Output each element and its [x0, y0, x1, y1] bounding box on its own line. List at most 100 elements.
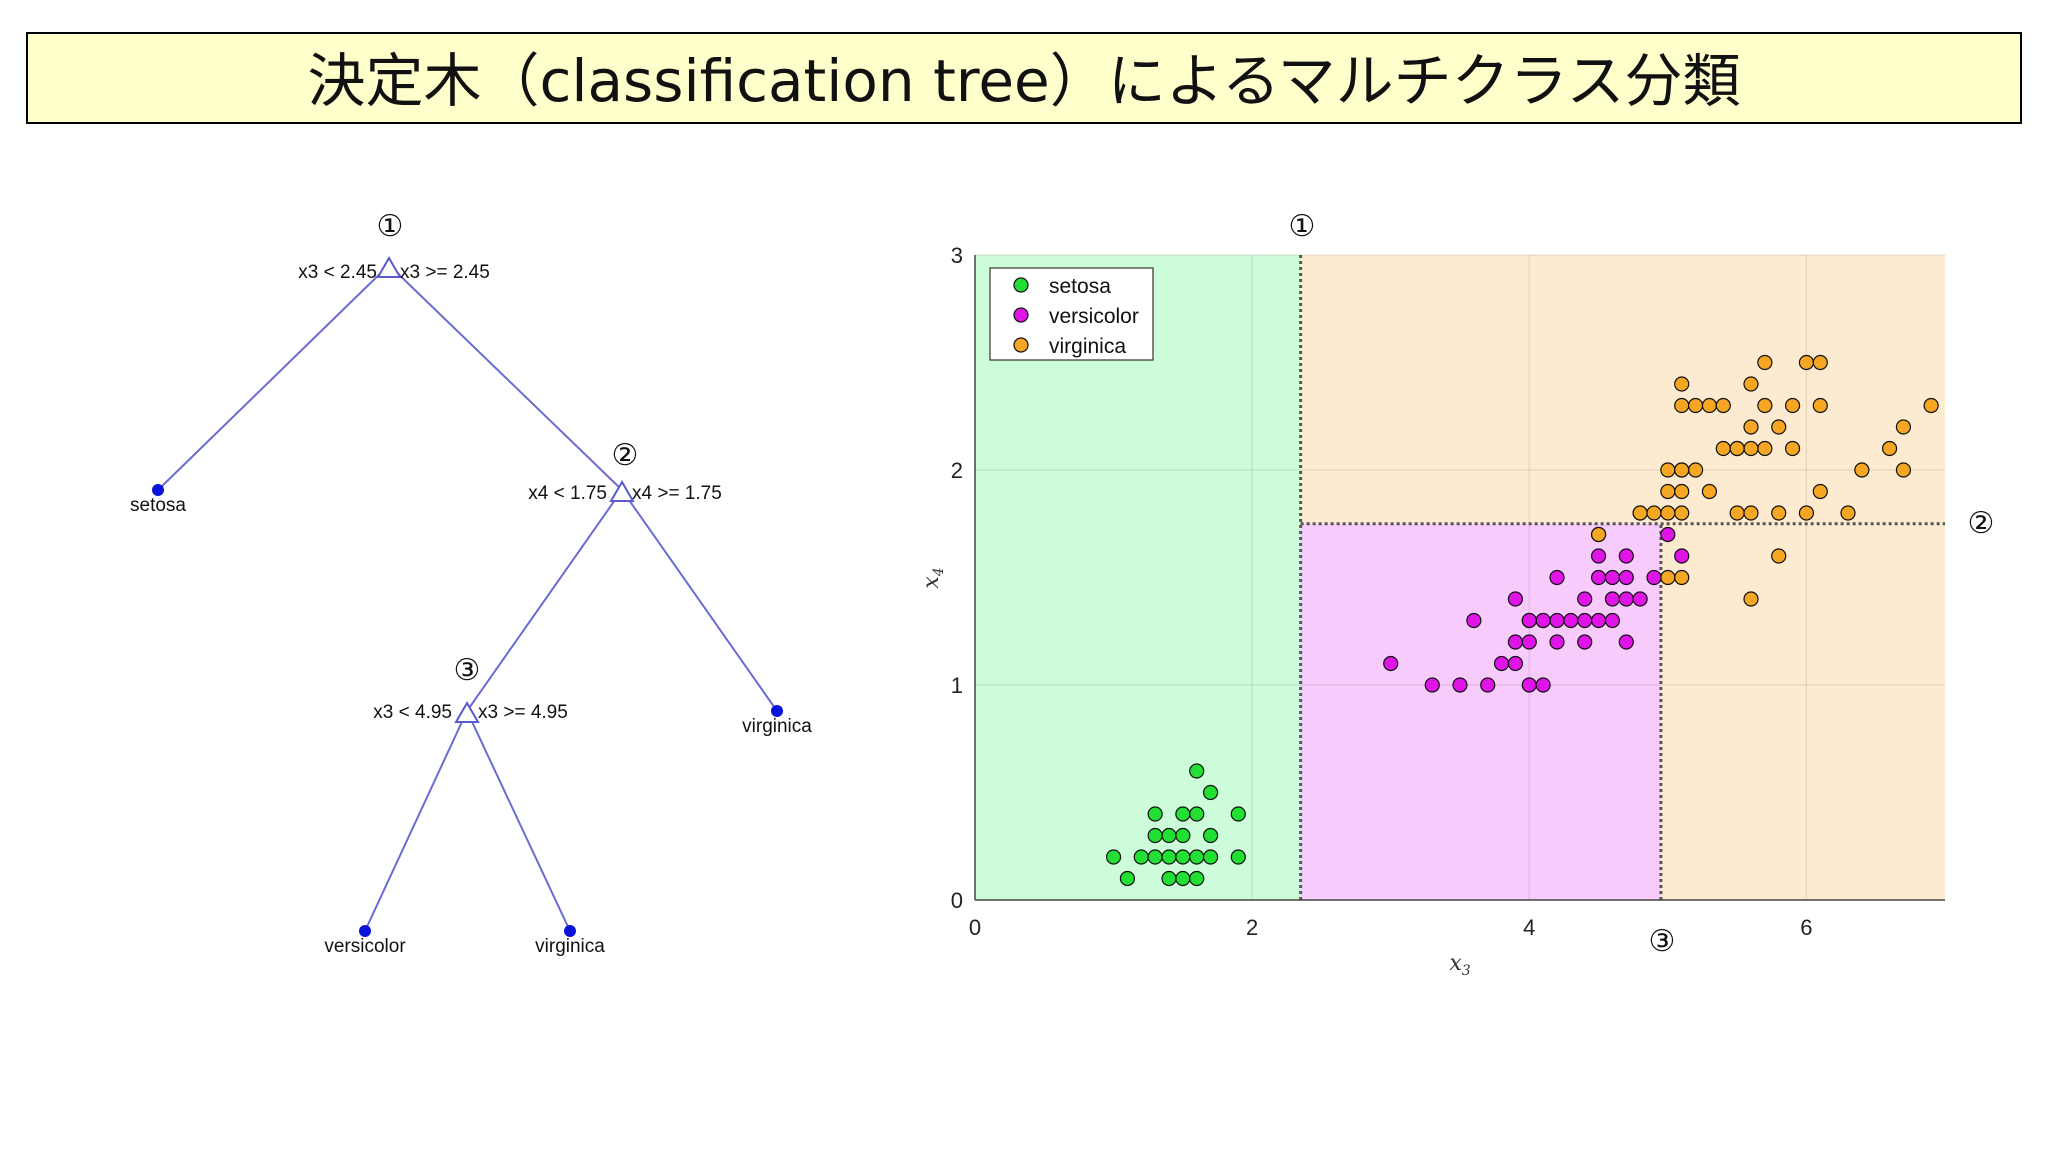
data-point-virginica [1674, 505, 1690, 521]
data-point-versicolor [1618, 634, 1634, 650]
data-point-virginica [1701, 483, 1718, 500]
data-point-virginica [1840, 505, 1856, 521]
data-point-versicolor [1535, 677, 1551, 693]
tree-leaf-dot [564, 925, 576, 937]
data-point-virginica [1854, 462, 1870, 478]
region-virginica [1660, 523, 1945, 900]
data-point-versicolor [1480, 677, 1496, 693]
plot-split-marker-1: ① [1289, 209, 1316, 244]
tree-leaf-label: virginica [535, 936, 605, 957]
data-point-versicolor [1507, 591, 1524, 607]
legend-marker-versicolor [1013, 307, 1029, 323]
data-point-versicolor [1563, 612, 1579, 629]
data-point-virginica [1729, 505, 1745, 521]
data-point-versicolor [1646, 569, 1662, 586]
data-point-setosa [1175, 806, 1191, 822]
data-point-virginica [1798, 354, 1815, 371]
data-point-versicolor [1604, 591, 1621, 607]
legend-marker-setosa [1013, 277, 1029, 293]
data-point-virginica [1715, 440, 1731, 457]
legend: setosa versicolor virginica [989, 267, 1154, 361]
tree-edge [621, 489, 778, 712]
x-tick-label: 2 [1246, 915, 1258, 940]
slide-title: 決定木（classification tree）によるマルチクラス分類 [307, 47, 1741, 115]
data-point-versicolor [1521, 677, 1537, 693]
split-rule-right: x3 >= 4.95 [478, 702, 568, 723]
data-point-virginica [1812, 397, 1828, 414]
data-point-virginica [1701, 397, 1718, 414]
data-point-virginica [1784, 397, 1801, 414]
data-point-setosa [1161, 870, 1177, 887]
data-point-setosa [1161, 849, 1177, 865]
data-point-virginica [1660, 483, 1676, 500]
data-point-setosa [1175, 849, 1191, 865]
data-point-versicolor [1549, 569, 1565, 586]
tree-edge [466, 710, 571, 932]
data-point-setosa [1175, 827, 1191, 844]
data-point-setosa [1230, 806, 1246, 822]
data-point-versicolor [1535, 612, 1551, 629]
data-point-versicolor [1507, 634, 1524, 650]
x-tick-label: 0 [969, 915, 981, 940]
data-point-setosa [1202, 849, 1219, 865]
data-point-virginica [1895, 462, 1912, 478]
data-point-setosa [1175, 870, 1191, 887]
data-point-virginica [1798, 505, 1815, 521]
data-point-versicolor [1521, 634, 1537, 650]
tree-node-marker-1: ① [377, 209, 404, 244]
data-point-versicolor [1632, 591, 1648, 607]
split-rule-left: x3 < 4.95 [373, 702, 452, 723]
y-axis-label: x4 [919, 567, 947, 588]
data-point-versicolor [1549, 612, 1565, 629]
data-point-versicolor [1604, 569, 1621, 586]
slide-title-box: 決定木（classification tree）によるマルチクラス分類 [26, 32, 2022, 124]
data-point-virginica [1687, 397, 1704, 414]
data-point-virginica [1784, 440, 1801, 457]
legend-marker-virginica [1013, 337, 1029, 353]
data-point-virginica [1646, 505, 1662, 521]
data-point-virginica [1674, 462, 1690, 478]
data-point-setosa [1189, 849, 1205, 865]
data-point-virginica [1660, 462, 1676, 478]
split-rule-left: x4 < 1.75 [528, 483, 607, 504]
tree-leaf-label: setosa [130, 495, 186, 516]
data-point-versicolor [1590, 569, 1607, 586]
data-point-virginica [1674, 376, 1690, 392]
data-point-versicolor [1424, 677, 1440, 693]
data-point-virginica [1590, 526, 1607, 543]
data-point-versicolor [1618, 548, 1634, 564]
legend-label-versicolor: versicolor [1049, 305, 1139, 328]
tree-edge [157, 264, 390, 491]
data-point-virginica [1743, 440, 1759, 457]
data-point-setosa [1161, 827, 1177, 844]
plot-split-marker-3: ③ [1649, 924, 1676, 959]
region-versicolor [1300, 523, 1661, 900]
tree-node-marker-3: ③ [454, 653, 481, 688]
decision-regions [975, 255, 1945, 900]
data-point-versicolor [1466, 612, 1482, 629]
data-point-virginica [1771, 548, 1787, 564]
data-point-setosa [1147, 849, 1163, 865]
tree-leaf-dot [152, 484, 164, 496]
data-point-virginica [1715, 397, 1731, 414]
split-rule-right: x4 >= 1.75 [632, 483, 722, 504]
data-point-virginica [1812, 483, 1828, 500]
data-point-versicolor [1660, 526, 1676, 543]
data-point-virginica [1771, 419, 1787, 435]
tree-node-triangle [454, 701, 480, 723]
tree-node-triangle [376, 256, 402, 278]
data-point-versicolor [1590, 548, 1607, 564]
data-point-virginica [1757, 440, 1773, 457]
data-point-versicolor [1549, 634, 1565, 650]
region-virginica [1300, 255, 1945, 524]
data-point-versicolor [1383, 655, 1399, 672]
data-point-virginica [1743, 505, 1759, 521]
tree-leaf-dot [359, 925, 371, 937]
axes: 0 2 4 6 0 1 2 3 [951, 243, 1945, 940]
data-point-setosa [1147, 827, 1163, 844]
data-point-virginica [1743, 376, 1759, 392]
data-points [1105, 354, 1939, 887]
split-lines [1299, 255, 1945, 900]
data-point-virginica [1771, 505, 1787, 521]
data-point-virginica [1812, 354, 1828, 371]
